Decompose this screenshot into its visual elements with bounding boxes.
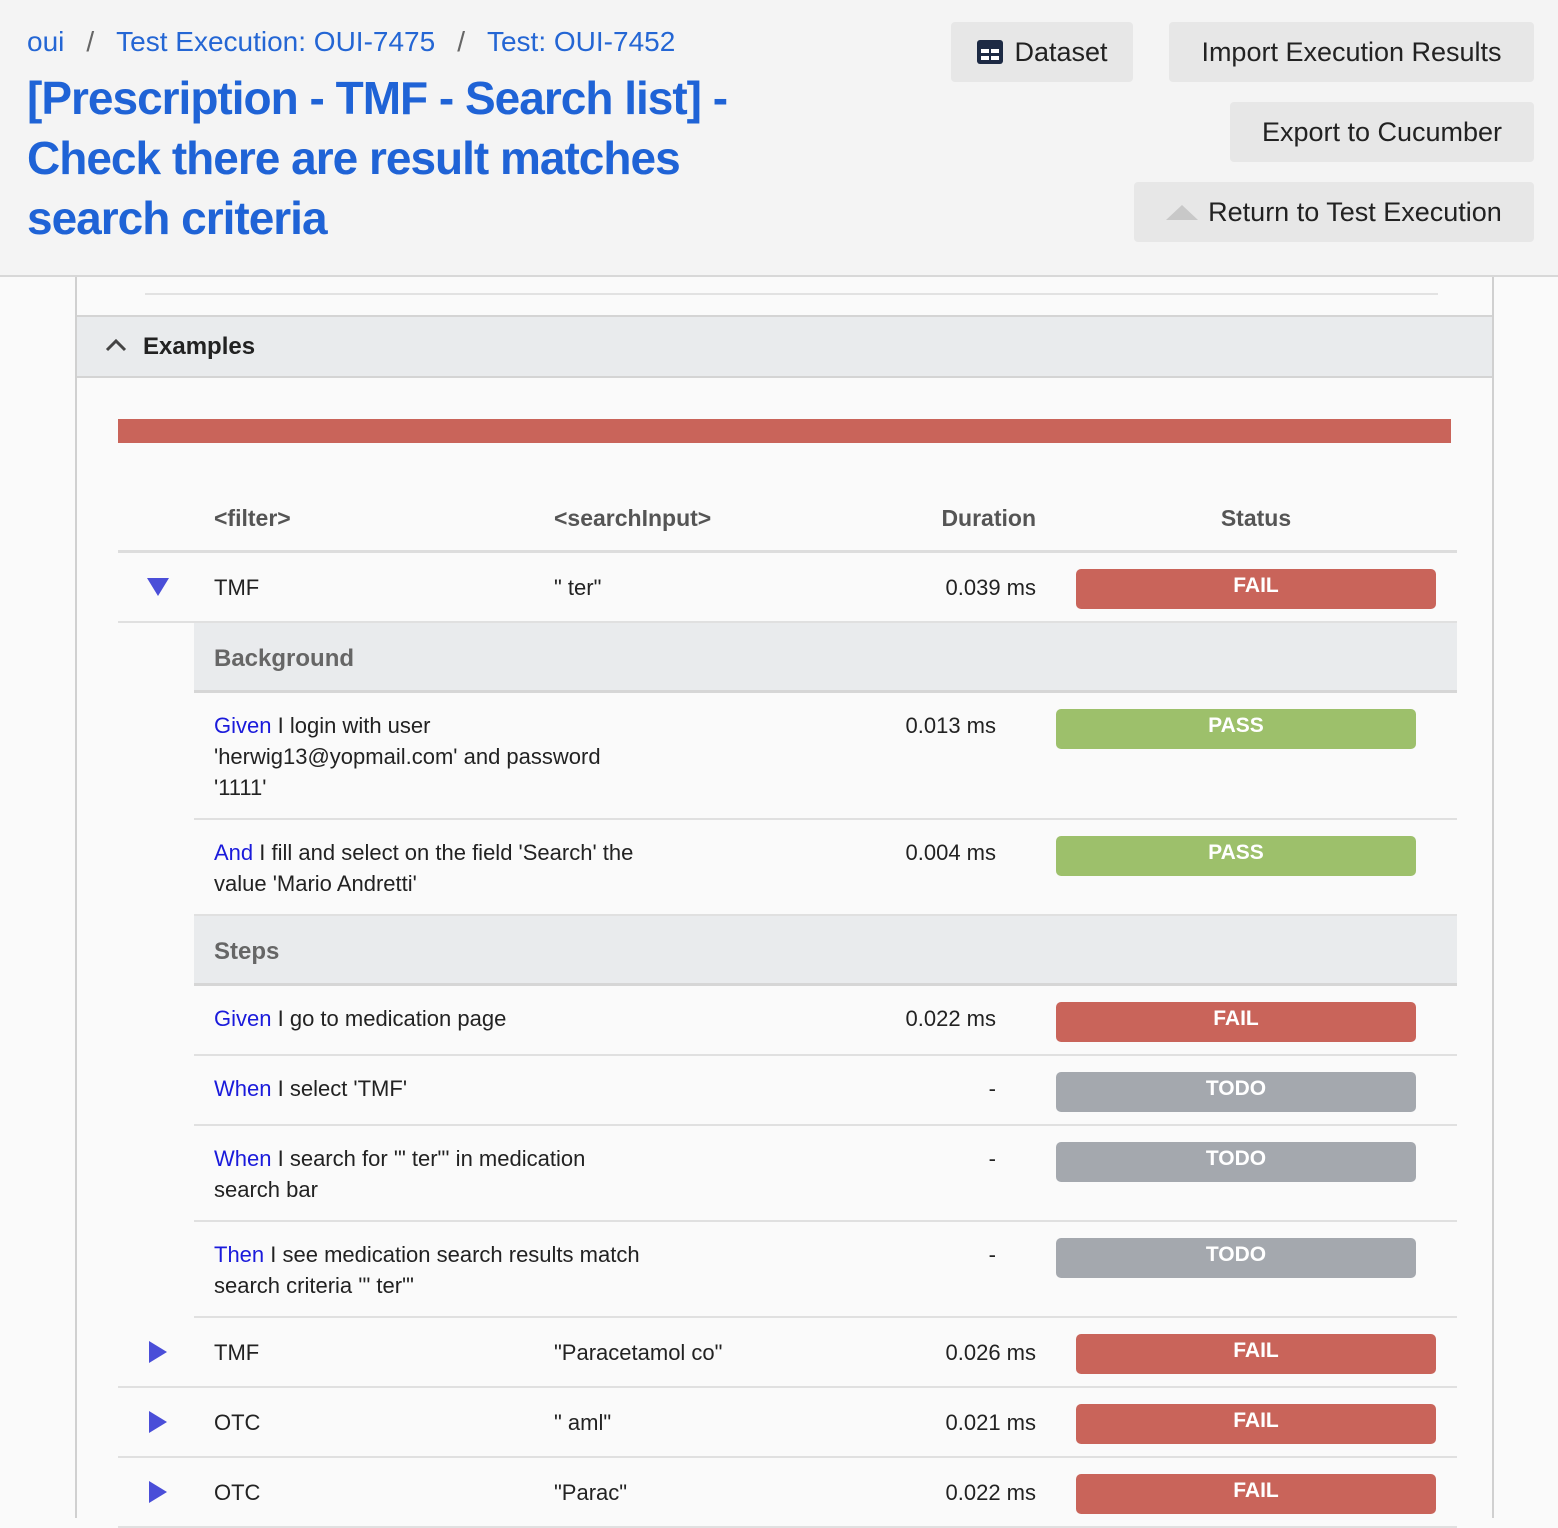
breadcrumb-separator: / (86, 26, 95, 57)
breadcrumb-link[interactable]: Test Execution: OUI-7475 (116, 26, 436, 57)
step-row: When I search for '" ter"' in medication… (194, 1126, 1457, 1222)
duration-cell: 0.021 ms (945, 1410, 1037, 1435)
example-row: OTC " aml" 0.021 ms FAIL (118, 1388, 1457, 1458)
examples-header[interactable]: Examples (77, 315, 1492, 378)
breadcrumb-separator: / (457, 26, 465, 57)
example-row: TMF "Paracetamol co" 0.026 ms FAIL (118, 1318, 1457, 1388)
step-description: I fill and select on the field 'Search' … (214, 840, 634, 896)
breadcrumb: oui / Test Execution: OUI-7475 / Test: OUI-7… (27, 26, 675, 58)
divider (145, 293, 1438, 295)
step-text: When I search for '" ter"' in medication… (214, 1143, 644, 1205)
status-badge: FAIL (1076, 569, 1436, 609)
step-row: Given I login with user 'herwig13@yopmai… (194, 693, 1457, 820)
status-badge: PASS (1056, 836, 1416, 876)
header: oui / Test Execution: OUI-7475 / Test: OUI-7… (0, 0, 1558, 277)
step-details: Background Given I login with user 'herwi… (194, 623, 1457, 1318)
step-duration: - (988, 1242, 996, 1267)
import-button[interactable]: Import Execution Results (1169, 22, 1534, 82)
page-title: [Prescription - TMF - Search list] - Che… (27, 72, 728, 244)
duration-cell: 0.026 ms (945, 1340, 1037, 1365)
return-button[interactable]: Return to Test Execution (1134, 182, 1534, 242)
section-heading: Background (194, 623, 1457, 693)
table-header: <filter> <searchInput> Duration Status (118, 483, 1457, 553)
filter-cell: OTC (214, 1480, 261, 1505)
return-label: Return to Test Execution (1208, 196, 1502, 227)
step-keyword: Then (214, 1242, 265, 1267)
status-badge: FAIL (1076, 1334, 1436, 1374)
status-badge: FAIL (1056, 1002, 1416, 1042)
collapse-icon (105, 338, 127, 352)
triangle (149, 1481, 167, 1503)
examples-title: Examples (143, 332, 256, 360)
step-keyword: And (214, 840, 254, 865)
step-keyword: Given (214, 1006, 272, 1031)
step-duration: - (988, 1076, 996, 1101)
step-row: When I select 'TMF' - TODO (194, 1056, 1457, 1126)
status-badge: PASS (1056, 709, 1416, 749)
up-icon (1166, 205, 1199, 220)
column-header: Status (1220, 505, 1292, 531)
step-description: I login with user 'herwig13@yopmail.com'… (214, 713, 601, 800)
step-text: Given I login with user 'herwig13@yopmai… (214, 710, 644, 803)
column-header: <filter> (214, 505, 291, 531)
status-badge: TODO (1056, 1238, 1416, 1278)
example-row: TMF " ter" 0.039 ms FAIL (118, 553, 1457, 623)
step-row: And I fill and select on the field 'Sear… (194, 820, 1457, 916)
triangle (149, 1411, 167, 1433)
step-duration: 0.013 ms (905, 713, 997, 738)
section-heading: Steps (194, 916, 1457, 986)
status-badge: TODO (1056, 1072, 1416, 1112)
step-text: Given I go to medication page (214, 1003, 644, 1034)
step-description: I see medication search results match se… (214, 1242, 640, 1298)
triangle (147, 578, 169, 596)
step-keyword: Given (214, 713, 272, 738)
search-input-cell: " ter" (554, 575, 602, 600)
step-row: Then I see medication search results mat… (194, 1222, 1457, 1318)
step-text: When I select 'TMF' (214, 1073, 644, 1104)
dataset-button[interactable]: Dataset (951, 22, 1133, 82)
dataset-icon (977, 40, 1004, 64)
step-row: Given I go to medication page 0.022 ms FAI… (194, 986, 1457, 1056)
breadcrumb-link[interactable]: Test: OUI-7452 (486, 26, 676, 57)
step-keyword: When (214, 1146, 272, 1171)
step-keyword: When (214, 1076, 272, 1101)
status-badge: FAIL (1076, 1474, 1436, 1514)
export-button[interactable]: Export to Cucumber (1230, 102, 1534, 162)
dataset-label: Dataset (1014, 36, 1108, 67)
column-header: <searchInput> (554, 505, 712, 531)
duration-cell: 0.039 ms (945, 575, 1037, 600)
expand-toggle[interactable] (145, 1339, 171, 1365)
status-badge: FAIL (1076, 1404, 1436, 1444)
step-duration: - (988, 1146, 996, 1171)
step-text: Then I see medication search results mat… (214, 1239, 644, 1301)
expand-toggle[interactable] (145, 1479, 171, 1505)
filter-cell: TMF (214, 575, 260, 600)
panel: Examples <filter> <searchInput> Duration St… (75, 277, 1494, 1528)
step-description: I select 'TMF' (277, 1076, 408, 1101)
examples-table: <filter> <searchInput> Duration Status TMF " … (118, 483, 1457, 1528)
step-duration: 0.022 ms (905, 1006, 997, 1031)
step-description: I go to medication page (277, 1006, 507, 1031)
step-description: I search for '" ter"' in medication sear… (214, 1146, 586, 1202)
duration-cell: 0.022 ms (945, 1480, 1037, 1505)
status-badge: TODO (1056, 1142, 1416, 1182)
expand-toggle[interactable] (145, 574, 171, 600)
filter-cell: TMF (214, 1340, 260, 1365)
search-input-cell: "Parac" (554, 1480, 628, 1505)
step-text: And I fill and select on the field 'Sear… (214, 837, 644, 899)
status-bar (118, 419, 1451, 443)
triangle (149, 1341, 167, 1363)
breadcrumb-link[interactable]: oui (27, 26, 65, 57)
filter-cell: OTC (214, 1410, 261, 1435)
search-input-cell: "Paracetamol co" (554, 1340, 723, 1365)
step-duration: 0.004 ms (905, 840, 997, 865)
expand-toggle[interactable] (145, 1409, 171, 1435)
column-header: Duration (941, 505, 1036, 531)
search-input-cell: " aml" (554, 1410, 612, 1435)
